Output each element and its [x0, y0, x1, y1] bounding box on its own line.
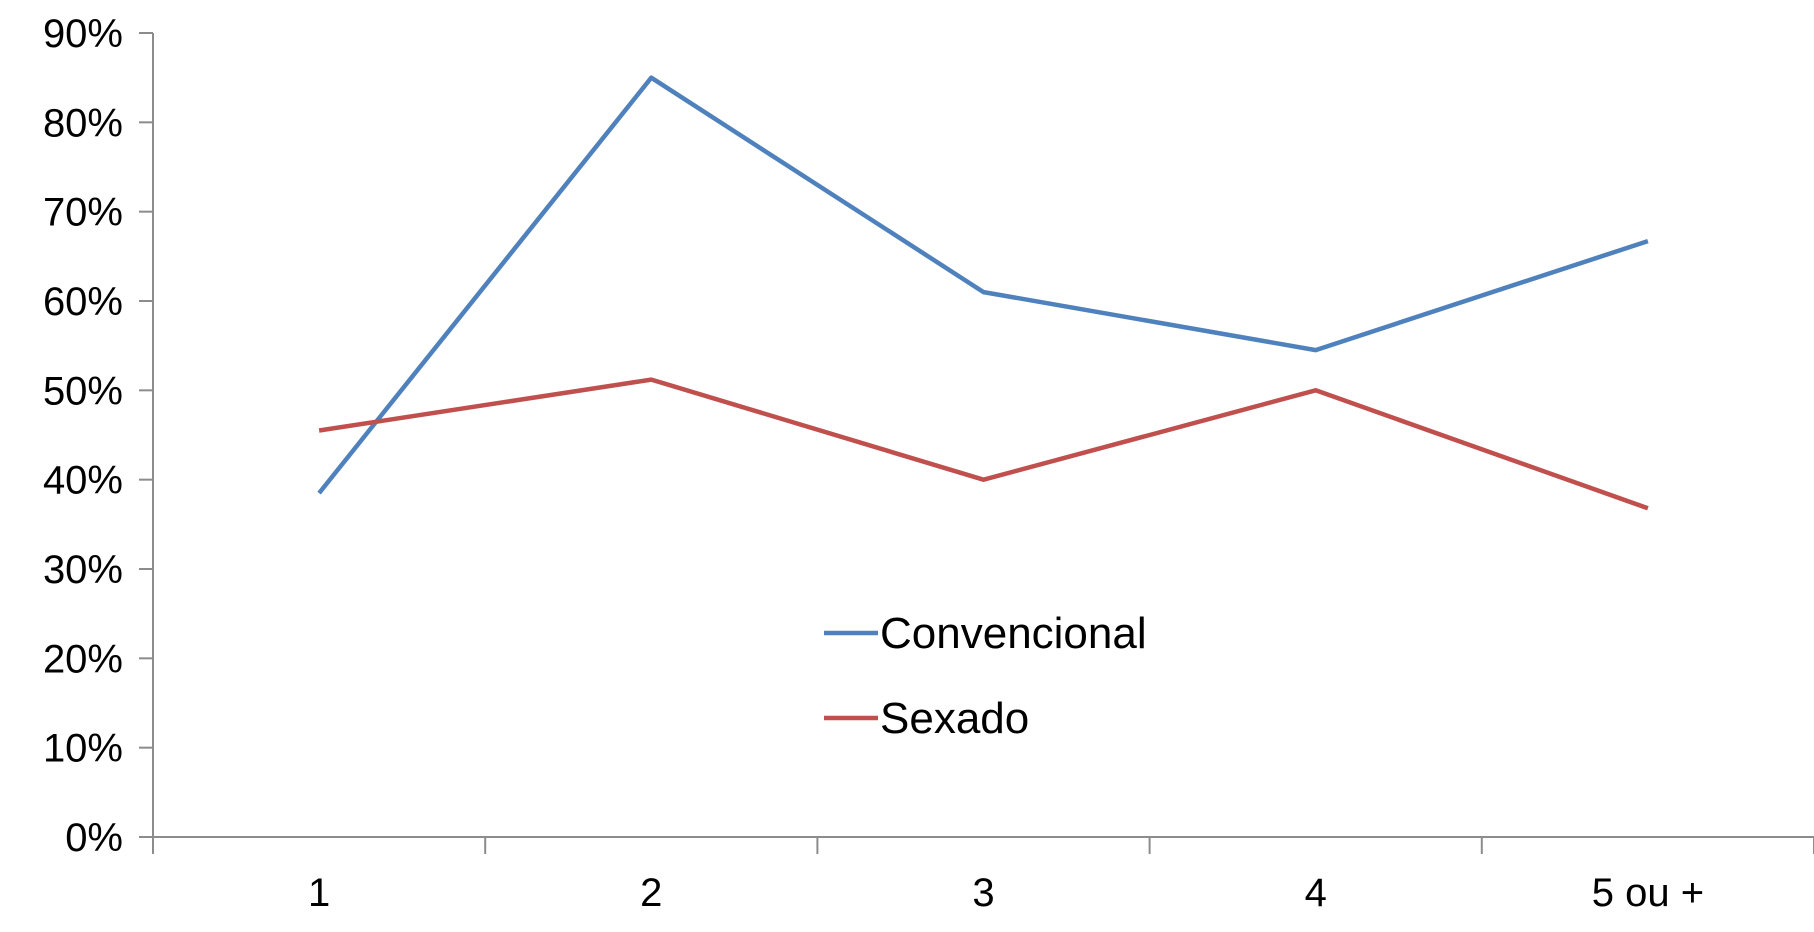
y-tick-label: 0% [65, 816, 123, 860]
y-tick-label: 30% [43, 548, 123, 592]
x-tick-label: 2 [640, 871, 662, 915]
axes: 0% 10% 20% 30% 40% 50% 60% 70% 80% 90% 1 2 3 4 5 ou + [43, 12, 1814, 915]
y-tick-label: 40% [43, 459, 123, 503]
legend-item: Convencional [824, 609, 1147, 658]
x-tick-label: 5 ou + [1592, 871, 1704, 915]
y-tick-label: 90% [43, 12, 123, 56]
legend-label: Convencional [880, 609, 1147, 658]
y-tick-label: 70% [43, 191, 123, 235]
y-tick-label: 80% [43, 101, 123, 145]
x-tick-label: 4 [1305, 871, 1327, 915]
series-line-convencional [317, 75, 1649, 495]
y-tick-label: 20% [43, 637, 123, 681]
legend: Convencional Sexado [824, 609, 1147, 743]
series-line-sexado [318, 377, 1649, 511]
y-tick-label: 60% [43, 280, 123, 324]
x-tick-label: 3 [972, 871, 994, 915]
legend-item: Sexado [824, 694, 1029, 743]
series-lines [317, 75, 1649, 511]
y-tick-label: 10% [43, 727, 123, 771]
legend-label: Sexado [880, 694, 1029, 743]
y-tick-label: 50% [43, 369, 123, 413]
x-tick-label: 1 [308, 871, 330, 915]
